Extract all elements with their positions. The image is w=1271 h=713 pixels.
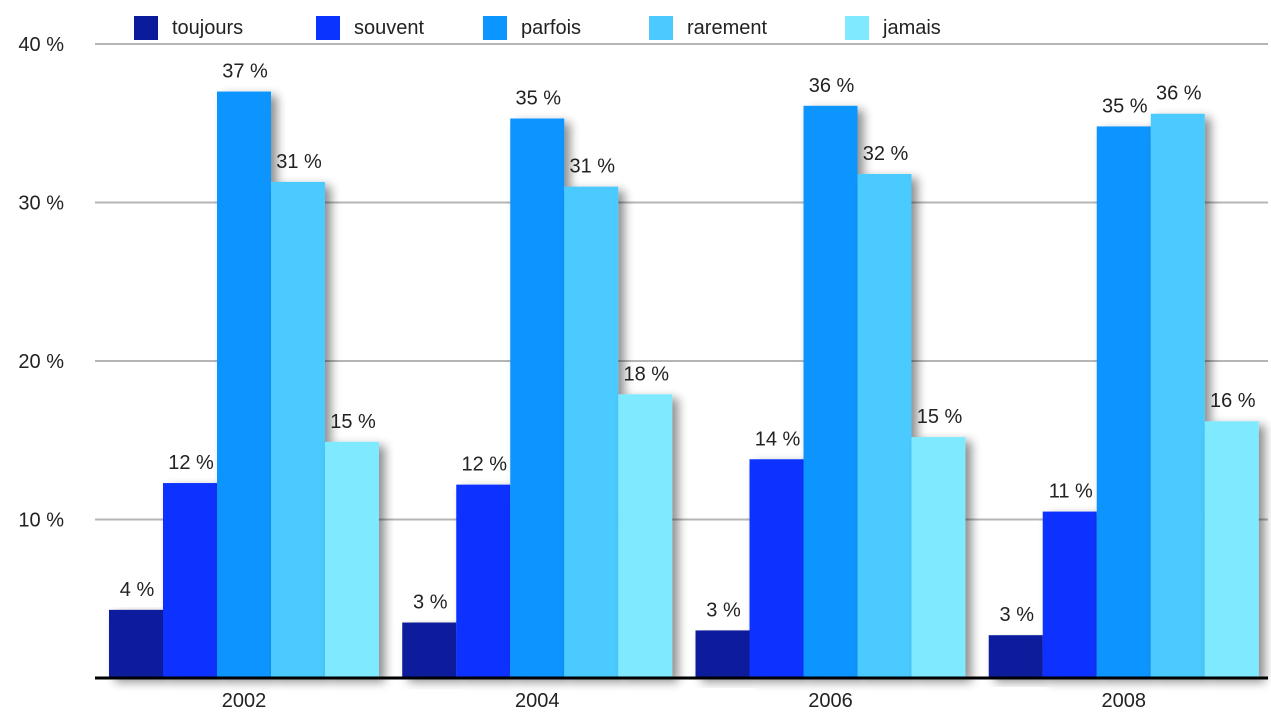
bar-rarement-2002 — [271, 181, 325, 678]
legend-item-rarement: rarement — [649, 16, 845, 40]
x-tick-label: 2004 — [515, 690, 560, 712]
y-tick-label: 20 % — [18, 351, 64, 373]
bar-parfois-2008 — [1096, 126, 1151, 679]
bar-jamais-2004 — [618, 394, 673, 678]
y-tick-label: 40 % — [18, 34, 64, 56]
data-label-souvent-2008: 11 % — [1049, 481, 1093, 503]
data-label-parfois-2004: 35 % — [515, 87, 561, 109]
data-label-toujours-2004: 3 % — [413, 592, 448, 614]
data-labels: 4 % 12 % 37 % 31 % 15 % 3 % 12 % 35 % 31 % 18 % 3 … — [120, 61, 1256, 627]
legend-item-toujours: toujours — [134, 16, 316, 40]
legend: toujours souvent parfois rarement jamais — [134, 14, 941, 42]
legend-label-rarement: rarement — [687, 16, 768, 39]
data-label-souvent-2002: 12 % — [168, 452, 214, 474]
legend-item-jamais: jamais — [845, 16, 941, 40]
data-label-souvent-2006: 14 % — [755, 428, 801, 450]
data-label-parfois-2008: 35 % — [1102, 95, 1148, 117]
bar-souvent-2006 — [749, 459, 804, 678]
data-label-toujours-2008: 3 % — [1000, 604, 1035, 626]
legend-swatch-jamais — [845, 16, 869, 40]
x-tick-label: 2008 — [1102, 690, 1147, 712]
bar-parfois-2002 — [217, 91, 271, 679]
data-label-parfois-2006: 36 % — [809, 75, 855, 97]
bar-jamais-2006 — [911, 437, 966, 678]
bar-souvent-2002 — [163, 483, 217, 678]
bar-toujours-2006 — [695, 630, 750, 678]
legend-swatch-rarement — [649, 16, 673, 40]
legend-label-souvent: souvent — [354, 16, 425, 39]
x-axis-ticks: 2002 2004 2006 2008 — [222, 690, 1146, 712]
data-label-rarement-2004: 31 % — [569, 156, 615, 178]
bar-toujours-2008 — [988, 635, 1043, 678]
legend-swatch-toujours — [134, 16, 158, 40]
legend-swatch-souvent — [316, 16, 340, 40]
bar-rarement-2008 — [1150, 113, 1205, 679]
bar-souvent-2004 — [456, 484, 511, 678]
bar-souvent-2008 — [1042, 511, 1097, 678]
legend-swatch-parfois — [483, 16, 507, 40]
data-label-jamais-2006: 15 % — [917, 406, 963, 428]
data-label-parfois-2002: 37 % — [222, 61, 268, 83]
bar-toujours-2002 — [109, 609, 163, 678]
legend-label-parfois: parfois — [521, 16, 582, 39]
y-tick-label: 10 % — [18, 510, 64, 532]
bar-rarement-2004 — [564, 186, 619, 678]
data-label-rarement-2002: 31 % — [276, 151, 322, 173]
bar-parfois-2006 — [803, 105, 858, 678]
y-axis-ticks: 10 % 20 % 30 % 40 % — [18, 34, 64, 532]
data-label-jamais-2004: 18 % — [623, 363, 669, 385]
legend-label-toujours: toujours — [172, 16, 244, 39]
data-label-toujours-2006: 3 % — [706, 599, 741, 621]
x-tick-label: 2006 — [808, 690, 853, 712]
data-label-jamais-2008: 16 % — [1210, 390, 1256, 412]
data-label-rarement-2006: 32 % — [863, 143, 909, 165]
data-label-jamais-2002: 15 % — [330, 411, 376, 433]
legend-item-parfois: parfois — [483, 16, 649, 40]
bar-jamais-2008 — [1204, 421, 1259, 678]
bar-parfois-2004 — [510, 118, 565, 679]
bar-jamais-2002 — [325, 441, 379, 678]
data-label-souvent-2004: 12 % — [461, 454, 507, 476]
y-tick-label: 30 % — [18, 193, 64, 215]
bar-rarement-2006 — [857, 173, 912, 678]
data-label-toujours-2002: 4 % — [120, 579, 155, 601]
data-label-rarement-2008: 36 % — [1156, 83, 1202, 105]
bar-toujours-2004 — [402, 622, 457, 678]
legend-item-souvent: souvent — [316, 16, 483, 40]
bars — [109, 91, 1259, 679]
x-tick-label: 2002 — [222, 690, 267, 712]
legend-label-jamais: jamais — [883, 16, 941, 39]
